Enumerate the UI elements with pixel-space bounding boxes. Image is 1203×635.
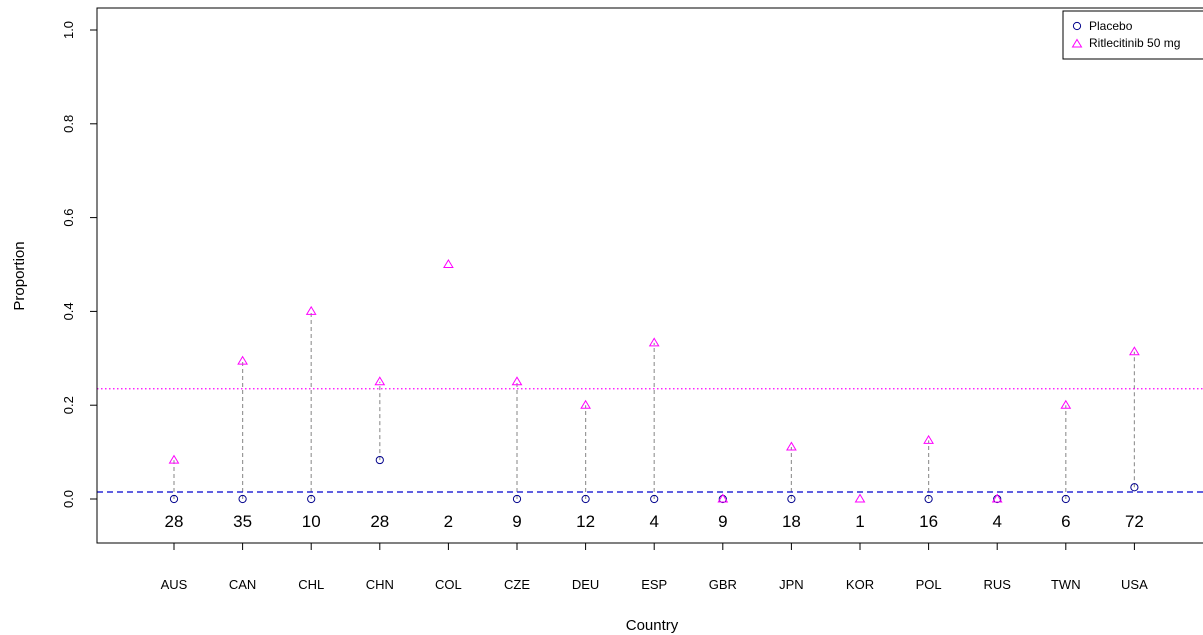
y-axis-title: Proportion (11, 241, 28, 310)
ritlecitinib-point (991, 493, 1003, 503)
x-tick-label: GBR (709, 577, 737, 592)
legend-box (1062, 10, 1203, 60)
x-tick-label: CHN (366, 577, 394, 592)
ritlecitinib-point (511, 376, 523, 386)
y-tick-label: 1.0 (61, 21, 76, 39)
placebo-point (1130, 483, 1139, 492)
ritlecitinib-point (923, 434, 934, 444)
count-label: 10 (302, 512, 321, 531)
plot-frame (96, 7, 1203, 544)
placebo-point (238, 494, 247, 504)
x-tick-label: AUS (161, 577, 188, 592)
count-labels: 28 35 10 28 2 9 12 4 9 18 1 16 4 6 72 (165, 512, 1144, 531)
data-points (168, 259, 1140, 504)
count-label: 72 (1125, 512, 1144, 531)
count-label: 4 (992, 512, 1001, 531)
x-tick-label: POL (916, 577, 942, 592)
x-tick-label: CZE (504, 577, 530, 592)
ritlecitinib-point (168, 454, 180, 464)
placebo-point (924, 494, 933, 504)
ritlecitinib-point (1060, 399, 1072, 409)
count-label: 18 (782, 512, 801, 531)
count-label: 6 (1061, 512, 1070, 531)
x-axis: AUS CAN CHL CHN COL CZE DEU ESP GBR JPN KOR POL RUS T… (161, 542, 1148, 592)
connectors (173, 311, 1136, 499)
x-tick-label: CHL (298, 577, 324, 592)
count-label: 9 (512, 512, 521, 531)
y-tick-label: 0.6 (61, 209, 76, 227)
x-tick-label: USA (1121, 577, 1148, 592)
ritlecitinib-point (580, 399, 591, 409)
placebo-point (650, 494, 659, 504)
ritlecitinib-point (237, 355, 248, 365)
x-tick-label: RUS (983, 577, 1011, 592)
count-label: 1 (855, 512, 864, 531)
ritlecitinib-point (1129, 346, 1140, 356)
y-tick-label: 0.4 (61, 302, 76, 320)
count-label: 12 (576, 512, 595, 531)
count-label: 28 (370, 512, 389, 531)
x-tick-label: KOR (846, 577, 874, 592)
ritlecitinib-point (717, 493, 729, 503)
legend: Placebo Ritlecitinib 50 mg (1062, 10, 1203, 60)
ritlecitinib-point (443, 259, 454, 268)
legend-placebo-label: Placebo (1089, 19, 1133, 33)
legend-placebo-marker (1072, 21, 1082, 31)
count-label: 9 (718, 512, 727, 531)
ritlecitinib-point (374, 376, 386, 386)
placebo-point (787, 494, 796, 504)
y-tick-label: 0.8 (61, 115, 76, 133)
placebo-point (581, 494, 590, 504)
placebo-point (307, 494, 316, 504)
ritlecitinib-point (305, 305, 317, 315)
x-axis-title: Country (626, 617, 679, 634)
x-tick-label: CAN (229, 577, 256, 592)
count-label: 4 (649, 512, 658, 531)
x-tick-label: DEU (572, 577, 599, 592)
ritlecitinib-point (854, 493, 866, 503)
placebo-point (1061, 494, 1070, 504)
ritlecitinib-point (648, 337, 660, 347)
count-label: 35 (233, 512, 252, 531)
placebo-point (169, 494, 179, 504)
legend-ritlecitinib-marker (1071, 38, 1083, 48)
count-label: 2 (444, 512, 453, 531)
ritlecitinib-point (786, 441, 797, 451)
placebo-point (375, 455, 384, 465)
count-label: 16 (919, 512, 938, 531)
reference-lines (97, 388, 1203, 493)
y-axis: 0.0 0.2 0.4 0.6 0.8 1.0 (61, 21, 98, 508)
x-tick-label: JPN (779, 577, 804, 592)
legend-ritlecitinib-label: Ritlecitinib 50 mg (1089, 36, 1180, 50)
x-tick-label: COL (435, 577, 462, 592)
x-tick-label: TWN (1051, 577, 1081, 592)
placebo-point (512, 494, 522, 504)
x-tick-label: ESP (641, 577, 667, 592)
y-tick-label: 0.0 (61, 490, 76, 508)
y-tick-label: 0.2 (61, 396, 76, 414)
count-label: 28 (165, 512, 184, 531)
